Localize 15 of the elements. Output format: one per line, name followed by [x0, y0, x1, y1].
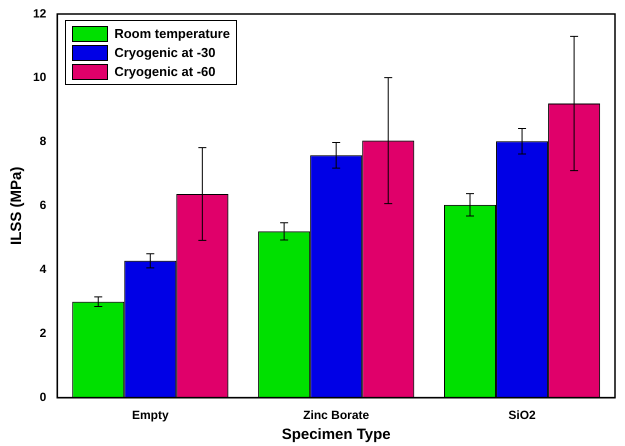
y-tick-label: 4 [40, 262, 47, 276]
y-tick-label: 2 [40, 326, 47, 340]
y-tick-label: 0 [40, 390, 47, 404]
y-tick-label: 10 [32, 70, 47, 84]
y-tick-label: 6 [40, 198, 47, 212]
legend-label: Cryogenic at -60 [114, 64, 216, 79]
legend-label: Room temperature [114, 26, 230, 41]
x-tick-label: Zinc Borate [303, 408, 370, 422]
x-tick-label: Empty [132, 408, 169, 422]
legend-label: Cryogenic at -30 [114, 45, 216, 60]
y-axis-title: ILSS (MPa) [8, 166, 26, 245]
y-tick-label: 8 [40, 134, 47, 148]
x-tick-label: SiO2 [508, 408, 536, 422]
x-axis-title: Specimen Type [282, 426, 391, 444]
y-tick-label: 12 [32, 6, 47, 20]
